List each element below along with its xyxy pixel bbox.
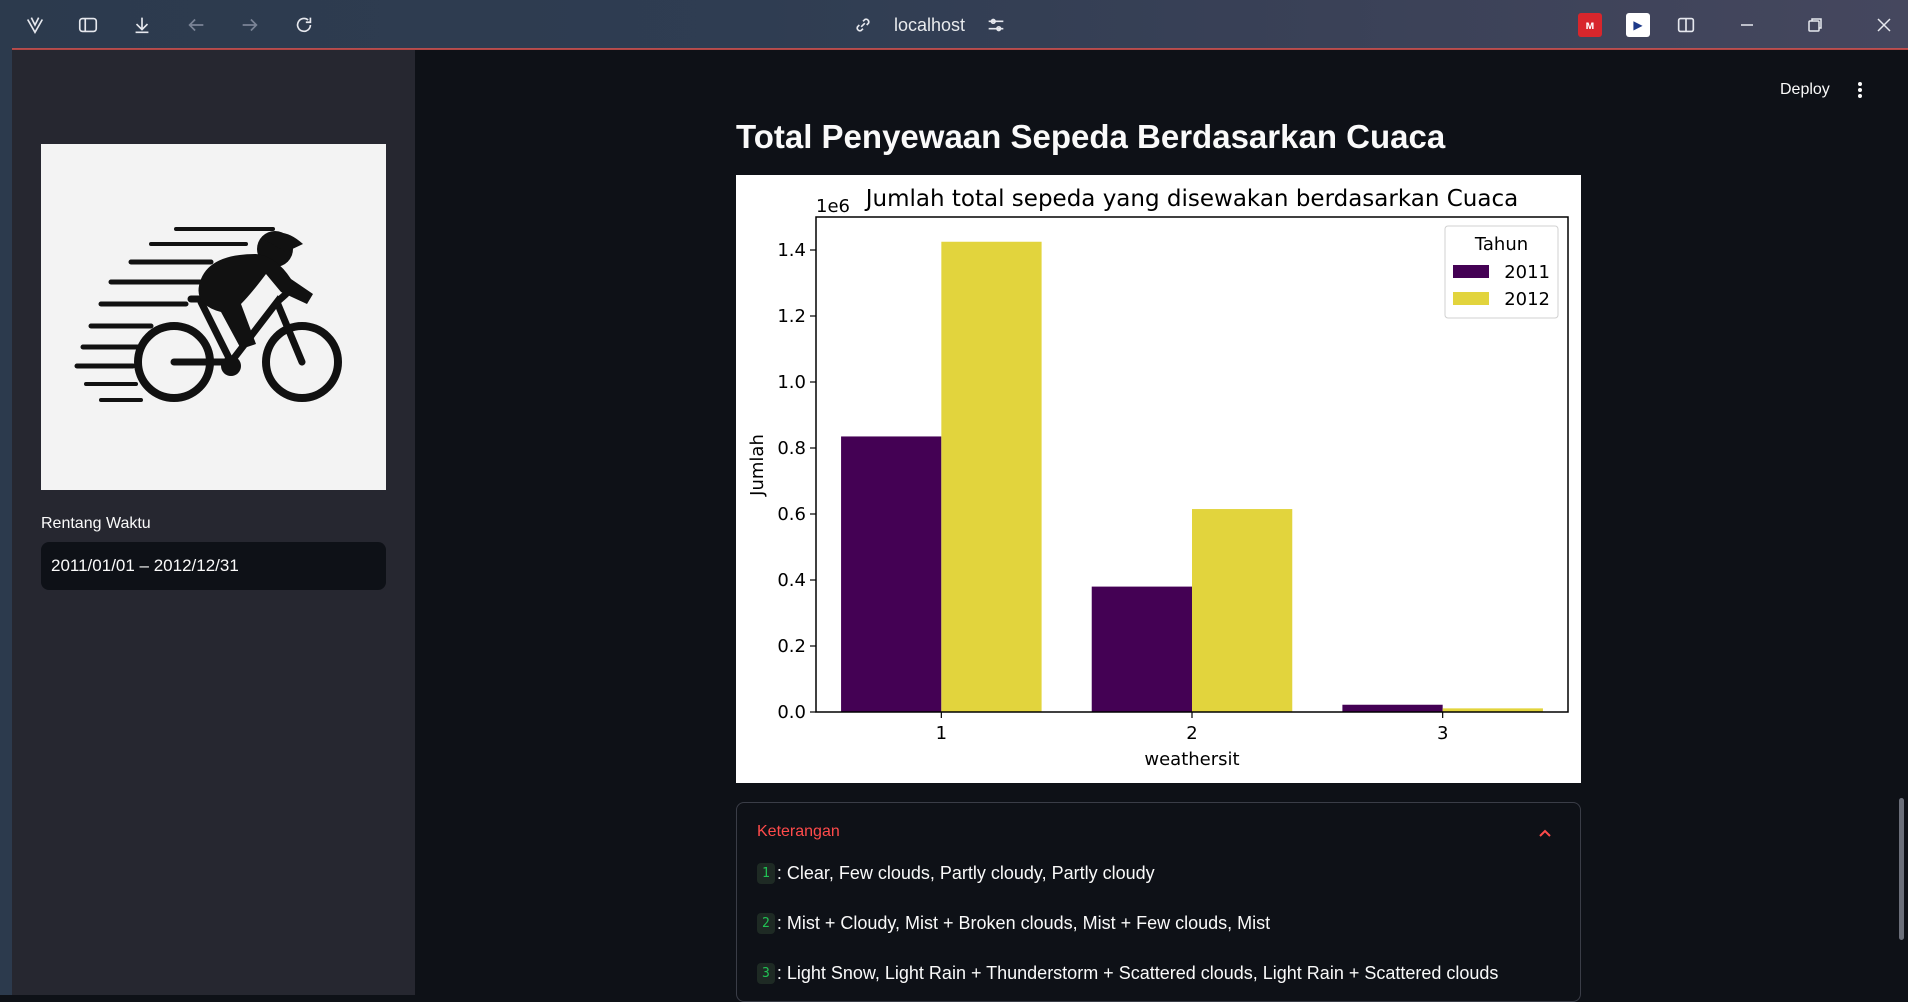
keterangan-expander[interactable]: Keterangan 1 : Clear, Few clouds, Partly… xyxy=(736,802,1581,1002)
legend-label-2012: 2012 xyxy=(1504,289,1550,310)
link-icon[interactable] xyxy=(852,14,874,36)
forward-icon[interactable] xyxy=(237,12,263,38)
legend-swatch-2012 xyxy=(1453,292,1489,305)
deploy-button[interactable]: Deploy xyxy=(1780,81,1830,98)
back-icon[interactable] xyxy=(183,12,209,38)
bar-2011-2 xyxy=(1091,586,1192,712)
expander-title[interactable]: Keterangan xyxy=(757,823,840,840)
extension-red-icon[interactable]: ᴍ xyxy=(1578,13,1602,37)
extension-blue-icon[interactable]: ▶ xyxy=(1626,13,1650,37)
chart-offset-text: 1e6 xyxy=(816,196,850,217)
legend-label-2011: 2011 xyxy=(1504,262,1550,283)
bar-2012-1 xyxy=(941,241,1042,712)
weather-code: 2 xyxy=(757,913,775,934)
y-tick-label: 0.6 xyxy=(777,504,806,525)
site-settings-icon[interactable] xyxy=(985,14,1007,36)
weather-bar-chart: Jumlah total sepeda yang disewakan berda… xyxy=(736,175,1581,783)
close-icon[interactable] xyxy=(1869,10,1899,40)
y-tick-label: 0.8 xyxy=(777,438,806,459)
url-text[interactable]: localhost xyxy=(894,14,966,35)
chart-legend: Tahun 2011 2012 xyxy=(1444,225,1559,319)
weather-code: 1 xyxy=(757,863,775,884)
x-tick-label: 1 xyxy=(936,723,947,744)
sidebar-toggle-icon[interactable] xyxy=(75,12,101,38)
legend-title: Tahun xyxy=(1474,234,1528,255)
date-range-input[interactable]: 2011/01/01 – 2012/12/31 xyxy=(41,542,386,590)
bar-2012-2 xyxy=(1192,509,1293,712)
page-scrollbar[interactable] xyxy=(1899,798,1904,940)
weather-description: : Mist + Cloudy, Mist + Broken clouds, M… xyxy=(776,913,1271,933)
minimize-icon[interactable] xyxy=(1732,10,1762,40)
y-tick-label: 0.4 xyxy=(777,570,806,591)
y-tick-label: 1.4 xyxy=(777,240,806,261)
browser-toolbar: localhost ᴍ ▶ xyxy=(0,0,1908,49)
weather-description: : Clear, Few clouds, Partly cloudy, Part… xyxy=(776,863,1155,883)
chart-ylabel: Jumlah xyxy=(747,434,768,497)
bar-2011-1 xyxy=(841,436,942,712)
download-icon[interactable] xyxy=(129,12,155,38)
list-item: 1 : Clear, Few clouds, Partly cloudy, Pa… xyxy=(757,863,1155,884)
y-tick-label: 1.2 xyxy=(777,306,806,327)
split-view-icon[interactable] xyxy=(1673,12,1699,38)
bar-2012-3 xyxy=(1442,708,1543,712)
y-tick-label: 1.0 xyxy=(777,372,806,393)
x-tick-label: 3 xyxy=(1437,723,1448,744)
bar-2011-3 xyxy=(1342,704,1443,712)
cyclist-logo xyxy=(41,144,386,490)
date-range-label: Rentang Waktu xyxy=(41,515,151,532)
list-item: 3 : Light Snow, Light Rain + Thunderstor… xyxy=(757,963,1498,984)
y-tick-label: 0.2 xyxy=(777,636,806,657)
chevron-up-icon[interactable] xyxy=(1538,825,1552,837)
browser-edge xyxy=(0,49,12,995)
app-logo-icon[interactable] xyxy=(22,12,48,38)
chart-xlabel: weathersit xyxy=(1144,749,1239,770)
main-menu-icon[interactable] xyxy=(1852,80,1868,100)
address-bar[interactable]: localhost xyxy=(852,10,1007,40)
page-title: Total Penyewaan Sepeda Berdasarkan Cuaca xyxy=(736,118,1446,155)
weather-code: 3 xyxy=(757,963,775,984)
reload-icon[interactable] xyxy=(291,12,317,38)
chart-axes-frame xyxy=(815,216,1569,713)
restore-icon[interactable] xyxy=(1800,10,1830,40)
y-tick-label: 0.0 xyxy=(777,702,806,723)
legend-swatch-2011 xyxy=(1453,265,1489,278)
tab-accent-line xyxy=(12,48,1908,50)
sidebar: Rentang Waktu 2011/01/01 – 2012/12/31 xyxy=(12,50,415,995)
list-item: 2 : Mist + Cloudy, Mist + Broken clouds,… xyxy=(757,913,1270,934)
chart-svg: Jumlah total sepeda yang disewakan berda… xyxy=(747,186,1569,770)
x-tick-label: 2 xyxy=(1186,723,1197,744)
chart-title: Jumlah total sepeda yang disewakan berda… xyxy=(864,186,1518,212)
weather-description: : Light Snow, Light Rain + Thunderstorm … xyxy=(776,963,1499,983)
